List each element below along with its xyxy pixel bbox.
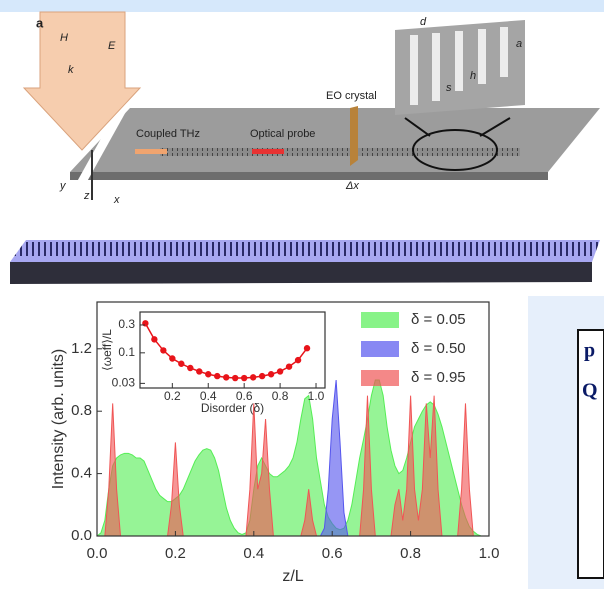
y-tick-label: 0.0 — [71, 527, 92, 544]
zoom-slot — [455, 31, 463, 91]
area-fill — [97, 395, 489, 536]
label: Optical probe — [250, 128, 315, 140]
marker — [249, 374, 257, 381]
y-tick-label: 0.3 — [118, 317, 135, 331]
marker — [205, 371, 212, 378]
zoom-circle — [412, 129, 498, 171]
marker — [303, 345, 311, 352]
y-axis-label: Intensity (arb. units) — [50, 349, 67, 490]
x-tick-label: 0.2 — [164, 389, 181, 403]
marker — [196, 368, 203, 375]
label: Coupled THz — [136, 128, 200, 140]
plot-frame — [139, 311, 326, 389]
eo-crystal — [350, 106, 358, 166]
plot-frame-bg — [140, 312, 325, 388]
label: H — [60, 32, 68, 44]
x-tick-label: 1.0 — [479, 545, 500, 562]
x-axis-label: z/L — [282, 568, 303, 585]
marker — [276, 368, 284, 375]
zoom-slot — [500, 27, 508, 77]
y-tick-label: 0.8 — [71, 402, 92, 419]
label: h — [470, 70, 476, 82]
legend-label: δ = 0.95 — [411, 369, 466, 386]
zoom-slot — [432, 33, 440, 101]
zoom-slot — [478, 29, 486, 84]
y-tick-label: 1.2 — [71, 340, 92, 357]
marker — [294, 356, 302, 364]
marker — [258, 372, 266, 380]
schematic: a H E k Coupled THz Optical probe EO cry… — [10, 11, 600, 284]
structure-side — [10, 262, 592, 284]
legend-swatch — [361, 312, 399, 328]
marker — [240, 374, 248, 382]
marker — [142, 320, 149, 327]
legend-swatch — [361, 370, 399, 386]
thz-arrow — [22, 11, 142, 151]
side-text: Q — [582, 380, 598, 402]
y-tick-label: 0.1 — [118, 345, 135, 359]
label: s — [446, 82, 452, 94]
zoom-arrow — [479, 117, 511, 137]
label: k — [68, 64, 74, 76]
panel-label: a — [36, 15, 44, 30]
waveguide-top — [70, 108, 600, 172]
x-tick-label: 0.0 — [87, 545, 108, 562]
zoom-slot — [410, 35, 418, 105]
zoom-arrow — [404, 117, 431, 137]
label: z — [83, 190, 90, 202]
legend-swatch — [361, 341, 399, 357]
slot-row — [160, 148, 520, 156]
waveguide-gap — [64, 108, 128, 205]
y-axis-label: ⟨ωeff⟩/L — [100, 329, 114, 371]
marker — [178, 360, 185, 367]
marker — [151, 336, 158, 343]
marker — [187, 364, 194, 372]
marker — [231, 374, 239, 382]
marker — [223, 374, 230, 381]
x-tick-label: 1.0 — [308, 389, 325, 403]
label: E — [108, 40, 116, 52]
label: a — [516, 38, 522, 50]
x-tick-label: 0.4 — [200, 389, 217, 403]
label: y — [59, 180, 67, 192]
side-box — [577, 329, 604, 579]
label: d — [420, 16, 427, 28]
x-tick-label: 0.8 — [272, 389, 289, 403]
label: EO crystal — [326, 90, 377, 102]
marker — [267, 371, 275, 378]
probe-beam — [252, 149, 284, 154]
x-tick-label: 0.8 — [400, 545, 421, 562]
waveguide-side — [70, 172, 548, 180]
label: x — [113, 194, 120, 206]
y-tick-label: 0.03 — [112, 376, 136, 390]
marker — [160, 347, 167, 354]
plot-frame — [96, 301, 490, 537]
structure-top — [10, 240, 600, 262]
label: Δx — [345, 180, 359, 192]
marker — [214, 372, 221, 380]
x-tick-label: 0.6 — [322, 545, 343, 562]
marker — [169, 355, 176, 362]
side-text: p — [584, 340, 595, 362]
x-axis-label: Disorder (δ) — [201, 401, 264, 415]
y-tick-label: 0.4 — [71, 465, 92, 482]
legend-label: δ = 0.05 — [411, 311, 466, 328]
legend-label: δ = 0.50 — [411, 340, 466, 357]
charts: δ = 0.05 δ = 0.50 δ = 0.95 0.0 0.2 0.4 0.6 0.8 1… — [50, 301, 500, 585]
x-tick-label: 0.6 — [236, 389, 253, 403]
x-tick-label: 0.4 — [243, 545, 264, 562]
marker — [285, 363, 293, 370]
area-edge — [96, 379, 489, 537]
thz-beam — [135, 149, 167, 154]
x-tick-label: 0.2 — [165, 545, 186, 562]
